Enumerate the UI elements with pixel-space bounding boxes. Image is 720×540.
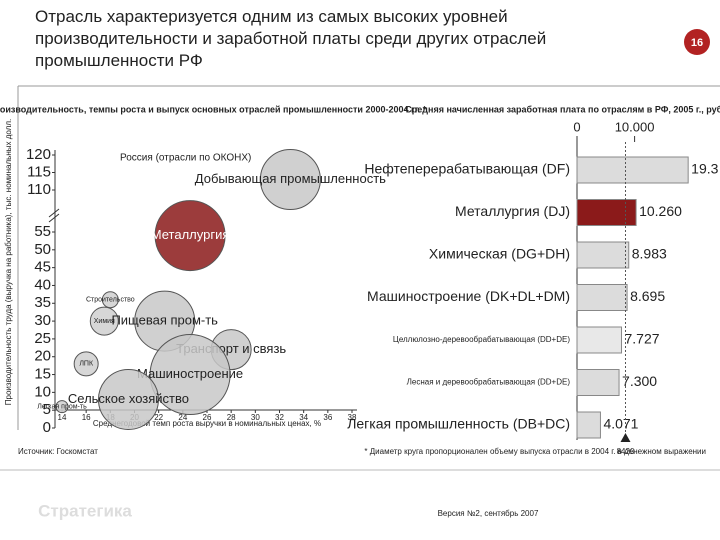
y-axis-label: Производительность труда (выручка на раб… [4, 119, 13, 405]
x-tick-label: 22 [154, 413, 163, 422]
bubble [73, 351, 99, 377]
y-tick-label: 45 [34, 259, 51, 276]
value-label: 8.983 [632, 246, 667, 262]
bar [576, 326, 623, 354]
page-badge [684, 29, 710, 55]
category-label: Металлургия (DJ) [455, 203, 570, 219]
x-tick-label: 34 [299, 413, 308, 422]
bar [576, 156, 689, 184]
value-label: 4.071 [603, 416, 638, 432]
bubble-label: Легкая пром-ть [37, 403, 87, 410]
category-label: Лесная и деревообрабатывающая (DD+DE) [407, 378, 571, 387]
title-box: Отрасль характеризуется одним из самых в… [35, 7, 547, 70]
category-label: Нефтеперерабатывающая (DF) [364, 161, 570, 177]
value-label: 7.727 [625, 331, 660, 347]
marker [620, 433, 631, 442]
category-label: Легкая промышленность (DB+DC) [347, 416, 570, 432]
y-tick-label: 20 [34, 348, 51, 365]
y-tick-label: 110 [27, 181, 51, 198]
x-tick-label: 26 [203, 413, 212, 422]
category-label: Химическая (DG+DH) [429, 246, 570, 262]
bubble-label: Добывающая промышленность [195, 171, 386, 186]
y-tick-label: 35 [34, 294, 51, 311]
x-tick-label: 36 [323, 413, 332, 422]
y-tick-label: 25 [34, 330, 51, 347]
bubble-label: Металлургия [151, 227, 230, 242]
x-tick-label: 24 [178, 413, 187, 422]
x-tick-label: 14 [58, 413, 67, 422]
value-label: 8.695 [630, 288, 665, 304]
y-tick-label: 10 [34, 383, 51, 400]
bar [576, 284, 628, 311]
y-tick-label: 15 [34, 366, 51, 383]
x-tick-label: 0 [573, 119, 580, 134]
y-tick-label: 30 [34, 312, 51, 329]
bar [576, 241, 630, 269]
bubble-label: ЛПК [79, 361, 94, 368]
bubble [149, 334, 231, 416]
bubble-label: Строительство [86, 297, 135, 304]
x-tick-label: 10.000 [615, 119, 655, 134]
value-label: 7.300 [622, 373, 657, 389]
bubble-label: Пищевая пром-ть [111, 313, 218, 328]
bubble [154, 200, 226, 272]
marker-label: 8420 [617, 447, 635, 456]
bubble-label: Химия [94, 318, 115, 325]
version: Версия №2, сентябрь 2007 [438, 509, 539, 518]
bar [576, 369, 620, 396]
x-axis-label: Среднегодовой темп роста выручки в номин… [93, 419, 321, 428]
y-tick-label: 120 [26, 146, 51, 163]
bubble [55, 400, 69, 414]
chart-title: Средняя начисленная заработная плата по … [405, 104, 720, 114]
chart-title: Производительность, темпы роста и выпуск… [0, 104, 427, 114]
footnote: * Диаметр круга пропорционален объему вы… [364, 447, 706, 456]
bubble [89, 306, 119, 336]
x-tick-label: 32 [275, 413, 284, 422]
y-tick-label: 50 [34, 241, 51, 258]
category-label: Целлюлозно-деревообрабатывающая (DD+DE) [393, 335, 570, 344]
bubble-label: Машиностроение [137, 366, 243, 381]
category-label: Машиностроение (DK+DL+DM) [367, 288, 570, 304]
value-label: 10.260 [639, 203, 682, 219]
source: Источник: Госкомстат [18, 447, 98, 456]
bubble [97, 368, 159, 430]
x-tick-label: 16 [82, 413, 91, 422]
slide-title: Отрасль характеризуется одним из самых в… [35, 7, 547, 70]
x-tick-label: 38 [348, 413, 357, 422]
y-tick-label: 0 [43, 419, 51, 436]
y-tick-label: 115 [27, 163, 51, 180]
bar [576, 199, 637, 226]
y-tick-label: 5 [43, 401, 51, 418]
value-label: 19.3 [691, 161, 718, 177]
x-tick-label: 30 [251, 413, 260, 422]
bar [576, 411, 601, 439]
page-number: 16 [691, 37, 703, 49]
y-tick-label: 55 [34, 223, 51, 240]
bubble [101, 291, 119, 309]
x-tick-label: 28 [227, 413, 236, 422]
y-tick-label: 40 [34, 276, 51, 293]
logo: Стратегика [38, 501, 132, 520]
axis-break [48, 208, 60, 223]
bubble-label: Сельское хозяйство [68, 391, 189, 406]
bubble [259, 149, 321, 210]
annotation: Россия (отрасли по ОКОНХ) [120, 153, 251, 164]
